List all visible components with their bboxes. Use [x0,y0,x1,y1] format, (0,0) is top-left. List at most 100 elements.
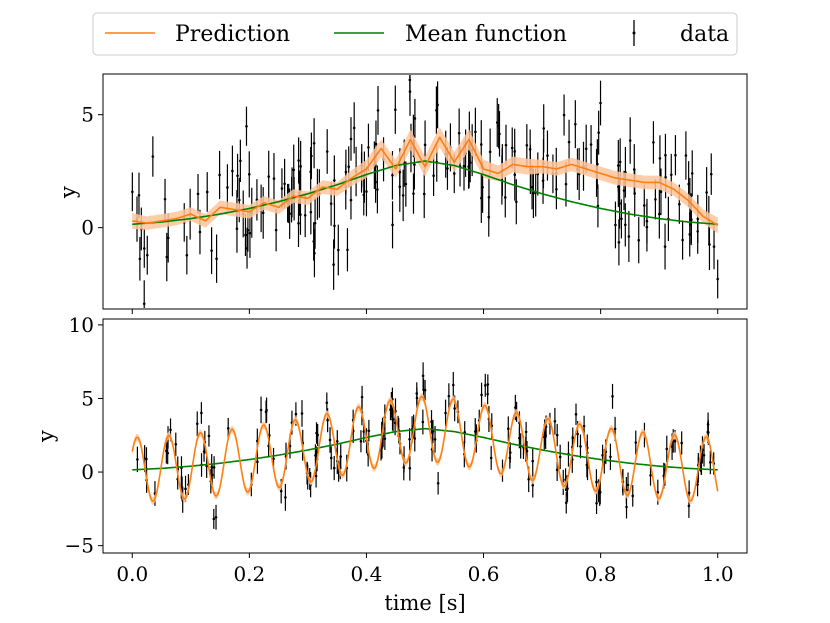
bottom-panel: −5 0 5 10 0.0 0.2 0.4 0.6 0.8 1.0 y time [s] [34,313,748,615]
data-point [421,362,425,390]
data-point [145,235,149,275]
data-point [598,480,602,505]
data-point [325,129,329,174]
data-point [574,100,577,149]
data-point [558,444,562,470]
data-point [609,443,612,470]
y-tick-label: 10 [69,313,94,337]
data-point [259,396,263,424]
data-point [631,485,635,507]
legend: Prediction Mean function data [92,12,738,56]
data-point [236,153,239,198]
data-point [261,187,265,239]
data-point [507,416,510,442]
data-point [315,422,318,444]
data-point [145,447,148,471]
data-point [352,102,356,154]
data-point [297,199,300,248]
legend-data-label: data [680,22,729,47]
data-point [515,179,518,225]
data-point [564,491,568,514]
data-point [599,80,602,126]
data-point [367,419,371,442]
data-point [272,153,276,205]
data-point [274,208,278,252]
y-tick-label: 5 [81,103,94,127]
bottom-panel-ylabel: y [34,430,58,443]
bottom-panel-ticks: −5 0 5 10 0.0 0.2 0.4 0.6 0.8 1.0 [65,313,734,586]
data-point [391,407,395,432]
data-point [359,430,363,453]
data-point [680,431,683,455]
data-point [665,435,669,463]
data-point [284,483,287,511]
y-tick-label: 0 [81,460,94,484]
data-point [297,137,300,184]
data-point [712,224,716,270]
data-point [180,456,183,480]
data-point [212,508,216,529]
data-point [415,382,419,405]
top-panel-ylabel: y [56,186,80,199]
data-point [658,135,662,182]
data-point [705,167,708,218]
data-point [408,428,411,451]
data-point [292,144,296,196]
data-point [431,419,435,443]
data-point [195,411,199,437]
data-points [136,362,715,530]
data-point [436,472,440,495]
data-point [264,400,268,424]
data-point [627,210,631,262]
y-tick-label: −5 [65,534,94,558]
data-point [524,421,528,442]
data-point [628,117,632,164]
data-point [620,199,623,239]
prediction-line [131,395,719,502]
legend-frame [92,12,738,56]
data-point [239,139,242,182]
data-point [483,373,487,397]
data-point [300,400,304,427]
data-point [383,427,387,450]
data-point [649,465,652,486]
data-point [408,455,412,481]
data-point [404,161,408,207]
data-point [166,441,169,465]
data-point [595,492,598,515]
data-point [562,94,566,136]
x-tick-label: 0.0 [116,562,148,586]
x-tick-label: 0.4 [351,562,383,586]
top-panel-content [131,75,719,308]
data-point [312,118,316,169]
mean-function-line [132,160,718,226]
x-tick-label: 0.6 [468,562,500,586]
data-point [435,86,438,135]
data-point [165,232,169,282]
data-point [589,125,593,165]
data-point [299,140,302,192]
prediction-line [132,136,719,227]
y-tick-label: 0 [81,216,94,240]
data-point [212,456,216,479]
data-point [555,423,559,447]
data-point [362,174,366,216]
data-point [532,168,535,218]
x-tick-label: 0.8 [585,562,617,586]
data-point [709,153,713,195]
data-point [137,172,141,218]
data-point [508,447,512,469]
data-point [463,421,467,444]
data-point [658,189,661,239]
data-point [218,150,221,200]
data-point [553,407,557,435]
mean-function-line [132,427,718,471]
data-point [332,455,336,481]
data-point [696,194,700,243]
data-point [611,383,614,409]
data-point [231,145,234,197]
data-point [567,119,571,165]
data-point [332,239,335,290]
y-tick-label: 5 [81,386,94,410]
